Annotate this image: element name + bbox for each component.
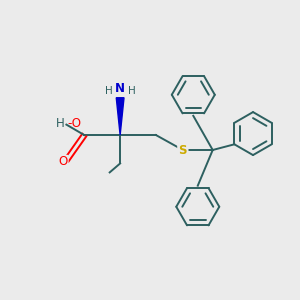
- Text: O: O: [59, 155, 68, 168]
- Text: N: N: [115, 82, 125, 95]
- Text: S: S: [178, 143, 187, 157]
- Text: -O: -O: [67, 117, 81, 130]
- Text: H: H: [56, 117, 65, 130]
- Text: H: H: [105, 86, 113, 96]
- Polygon shape: [116, 98, 124, 135]
- Text: H: H: [128, 86, 135, 96]
